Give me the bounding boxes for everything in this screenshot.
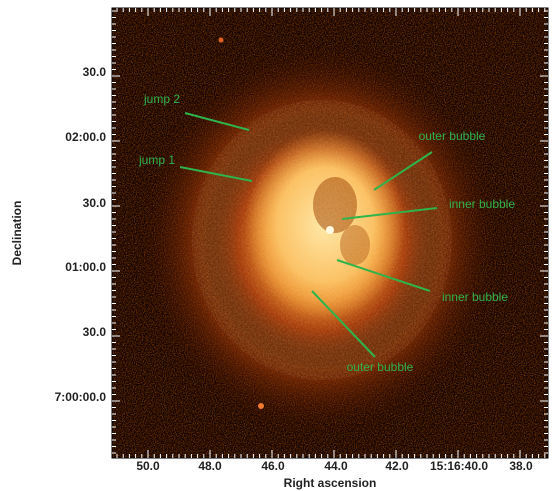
- figure: 50.0 48.0 46.0 44.0 42.0 15:16:40.0 38.0 30.0 02…: [0, 0, 553, 491]
- y-tick-label: 30.0: [83, 65, 107, 79]
- x-tick-label: 44.0: [324, 459, 348, 473]
- x-tick-label: 38.0: [509, 459, 533, 473]
- xray-image: [112, 8, 548, 458]
- annotation-label: inner bubble: [442, 290, 508, 304]
- y-axis-title: Declination: [10, 201, 24, 266]
- x-tick-label: 48.0: [198, 459, 222, 473]
- y-tick-label: 01:00.0: [65, 260, 106, 274]
- x-tick-label: 42.0: [385, 459, 409, 473]
- annotation-label: jump 1: [138, 153, 175, 167]
- annotation-label: inner bubble: [449, 197, 515, 211]
- x-tick-label: 46.0: [261, 459, 285, 473]
- y-tick-label: 30.0: [83, 325, 107, 339]
- x-axis-title: Right ascension: [284, 476, 377, 490]
- x-tick-label: 15:16:40.0: [430, 459, 488, 473]
- y-tick-label: 7:00:00.0: [55, 390, 107, 404]
- annotation-label: outer bubble: [347, 360, 414, 374]
- y-tick-label: 30.0: [83, 196, 107, 210]
- annotation-label: outer bubble: [419, 129, 486, 143]
- y-tick-label: 02:00.0: [65, 130, 106, 144]
- annotation-label: jump 2: [143, 92, 180, 106]
- x-tick-label: 50.0: [136, 459, 160, 473]
